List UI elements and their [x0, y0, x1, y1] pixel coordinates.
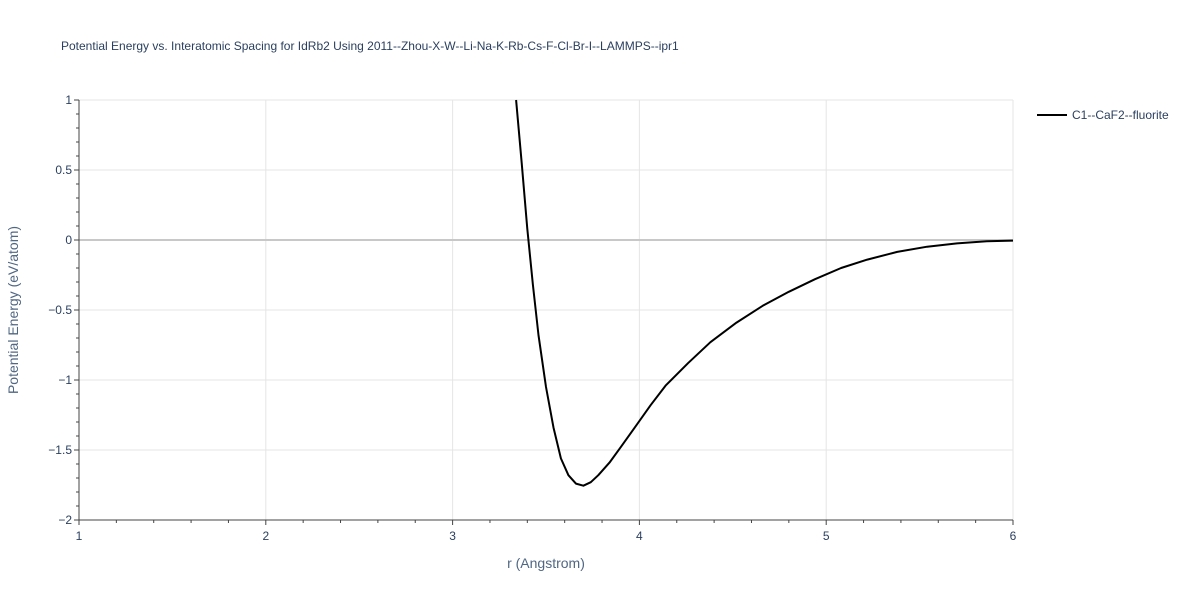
x-tick-label: 3: [449, 529, 456, 543]
legend-label: C1--CaF2--fluorite: [1072, 108, 1169, 122]
series-layer: [515, 99, 1014, 487]
axes: 1 2 3 4 5 6 1 0.5 0 −0.5 −1 −1.5 −2: [48, 93, 1016, 543]
y-tick-label: −1: [58, 373, 72, 387]
grid: [79, 99, 1014, 520]
y-tick-label: −1.5: [48, 443, 72, 457]
y-tick-label: −2: [58, 513, 72, 527]
x-tick-label: 2: [262, 529, 269, 543]
legend[interactable]: C1--CaF2--fluorite: [1037, 108, 1169, 122]
x-tick-label: 4: [636, 529, 643, 543]
x-tick-label: 5: [823, 529, 830, 543]
series-line: [515, 99, 1014, 487]
x-tick-label: 6: [1010, 529, 1017, 543]
x-axis-label: r (Angstrom): [507, 555, 585, 571]
y-tick-label: 0.5: [55, 163, 72, 177]
y-axis-label: Potential Energy (eV/atom): [5, 226, 21, 394]
y-tick-label: 1: [65, 93, 72, 107]
y-tick-label: −0.5: [48, 303, 72, 317]
chart-title: Potential Energy vs. Interatomic Spacing…: [61, 39, 679, 53]
x-tick-label: 1: [76, 529, 83, 543]
y-tick-label: 0: [65, 233, 72, 247]
